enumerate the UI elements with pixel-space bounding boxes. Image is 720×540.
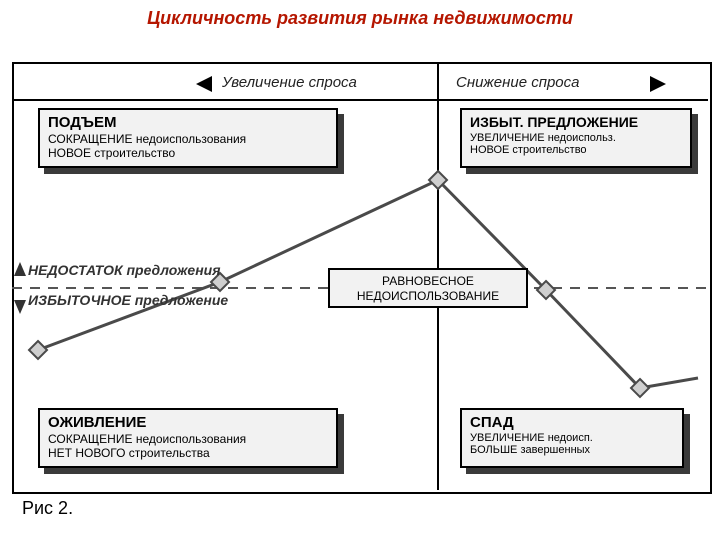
phase-ozhivlenie-l3: НЕТ НОВОГО строительства bbox=[48, 446, 328, 460]
phase-izbyt-title: ИЗБЫТ. ПРЕДЛОЖЕНИЕ bbox=[470, 114, 638, 130]
phase-ozhivlenie-title: ОЖИВЛЕНИЕ bbox=[48, 414, 146, 431]
phase-spad-title: СПАД bbox=[470, 414, 514, 431]
equilibrium-line2: НЕДОИСПОЛЬЗОВАНИЕ bbox=[357, 289, 499, 303]
phase-spad-l2: УВЕЛИЧЕНИЕ недоисп. bbox=[470, 432, 674, 444]
figure-caption: Рис 2. bbox=[22, 498, 73, 519]
equilibrium-box: РАВНОВЕСНОЕ НЕДОИСПОЛЬЗОВАНИЕ bbox=[328, 268, 528, 308]
phase-ozhivlenie-l2: СОКРАЩЕНИЕ недоиспользования bbox=[48, 432, 328, 446]
phase-ozhivlenie: ОЖИВЛЕНИЕ СОКРАЩЕНИЕ недоиспользования Н… bbox=[38, 408, 338, 468]
phase-izbyt-l2: УВЕЛИЧЕНИЕ недоиспольз. bbox=[470, 132, 682, 144]
phase-spad-l3: БОЛЬШЕ завершенных bbox=[470, 444, 674, 456]
header-left-label: Увеличение спроса bbox=[222, 74, 357, 91]
header-right-label: Снижение спроса bbox=[456, 74, 579, 91]
phase-podiem: ПОДЪЕМ СОКРАЩЕНИЕ недоиспользования НОВО… bbox=[38, 108, 338, 168]
phase-spad: СПАД УВЕЛИЧЕНИЕ недоисп. БОЛЬШЕ завершен… bbox=[460, 408, 684, 468]
phase-podiem-l2: СОКРАЩЕНИЕ недоиспользования bbox=[48, 132, 328, 146]
phase-izbyt: ИЗБЫТ. ПРЕДЛОЖЕНИЕ УВЕЛИЧЕНИЕ недоисполь… bbox=[460, 108, 692, 168]
phase-izbyt-l3: НОВОЕ строительство bbox=[470, 144, 682, 156]
midline-bottom-label: ИЗБЫТОЧНОЕ предложение bbox=[28, 292, 228, 308]
equilibrium-line1: РАВНОВЕСНОЕ bbox=[382, 274, 474, 288]
midline-top-label: НЕДОСТАТОК предложения bbox=[28, 262, 220, 278]
phase-podiem-title: ПОДЪЕМ bbox=[48, 114, 116, 131]
phase-podiem-l3: НОВОЕ строительство bbox=[48, 146, 328, 160]
